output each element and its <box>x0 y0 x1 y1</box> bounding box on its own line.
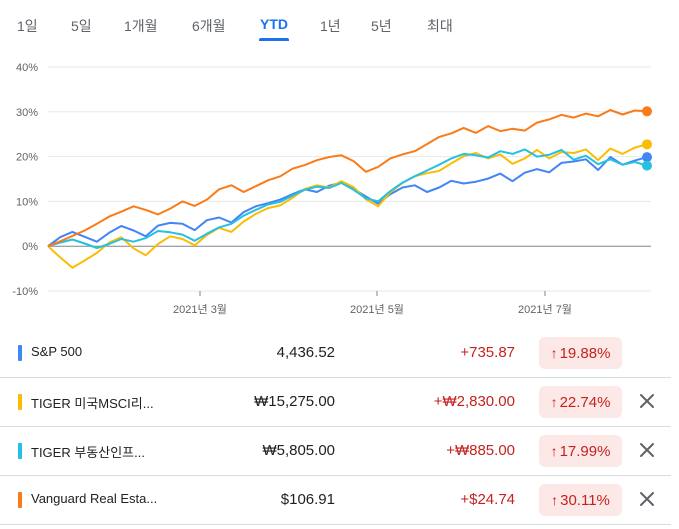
percent-change-badge: ↑ 22.74% <box>539 386 622 418</box>
percent-change-value: 22.74% <box>559 393 611 411</box>
tab-max[interactable]: 최대 <box>427 18 453 34</box>
holding-row-vanguard[interactable]: Vanguard Real Esta... $106.91 +$24.74 ↑ … <box>0 476 671 525</box>
holding-change: +₩2,830.00 <box>433 393 515 410</box>
chart-series <box>47 109 648 269</box>
x-tick-label: 2021년 3월 <box>173 303 227 316</box>
holding-row-sp500[interactable]: S&P 500 4,436.52 +735.87 ↑ 19.88% <box>0 329 671 378</box>
tab-6m[interactable]: 6개월 <box>192 18 226 34</box>
arrow-up-icon: ↑ <box>550 443 558 459</box>
series-end-marker-2 <box>642 160 652 171</box>
x-axis-labels: 2021년 3월 2021년 5월 2021년 7월 <box>173 303 572 316</box>
tab-5d[interactable]: 5일 <box>71 18 92 34</box>
series-color-swatch <box>18 492 22 508</box>
series-line-3 <box>47 109 648 248</box>
series-color-swatch <box>18 345 22 361</box>
range-tabs: 1일 5일 1개월 6개월 YTD 1년 5년 최대 <box>0 0 679 42</box>
series-end-marker-1 <box>642 139 652 150</box>
percent-change-badge: ↑ 17.99% <box>539 435 622 467</box>
holding-row-tiger-infra[interactable]: TIGER 부동산인프... ₩5,805.00 +₩885.00 ↑ 17.9… <box>0 427 671 476</box>
y-tick-label: 10% <box>16 196 38 208</box>
percent-change-badge: ↑ 30.11% <box>539 484 622 516</box>
y-tick-label: 40% <box>16 62 38 74</box>
arrow-up-icon: ↑ <box>550 345 558 361</box>
holding-change: +735.87 <box>460 344 515 361</box>
y-tick-label: 30% <box>16 107 38 119</box>
y-tick-label: 0% <box>22 241 38 253</box>
series-color-swatch <box>18 443 22 459</box>
performance-chart: 40%30%20%10%0%-10% 2021년 3월 2021년 5월 2021년… <box>12 62 652 316</box>
chart-end-markers <box>642 106 652 171</box>
series-color-swatch <box>18 394 22 410</box>
holding-price: 4,436.52 <box>276 344 335 361</box>
active-tab-indicator <box>259 38 289 41</box>
tab-ytd[interactable]: YTD <box>260 16 288 32</box>
holding-name: TIGER 미국MSCI리... <box>31 396 154 411</box>
x-tick-label: 2021년 7월 <box>518 303 572 316</box>
holding-price: ₩5,805.00 <box>262 442 335 459</box>
series-line-1 <box>47 143 648 269</box>
holding-name: TIGER 부동산인프... <box>31 445 145 460</box>
close-icon[interactable] <box>636 439 658 461</box>
percent-change-value: 19.88% <box>559 344 611 362</box>
percent-change-value: 30.11% <box>560 491 610 509</box>
chart-grid <box>48 66 651 296</box>
arrow-up-icon: ↑ <box>550 394 558 410</box>
y-tick-label: -10% <box>12 286 38 298</box>
tab-1d[interactable]: 1일 <box>17 18 38 34</box>
holding-name: S&P 500 <box>31 344 83 359</box>
series-end-marker-3 <box>642 106 652 117</box>
tab-1m[interactable]: 1개월 <box>124 18 158 34</box>
close-icon[interactable] <box>636 488 658 510</box>
percent-change-badge: ↑ 19.88% <box>539 337 622 369</box>
holding-row-tiger-msci[interactable]: TIGER 미국MSCI리... ₩15,275.00 +₩2,830.00 ↑… <box>0 378 671 427</box>
holding-price: $106.91 <box>280 491 335 508</box>
holding-price: ₩15,275.00 <box>254 393 335 410</box>
series-line-2 <box>47 148 648 249</box>
percent-change-value: 17.99% <box>559 442 611 460</box>
holding-name: Vanguard Real Esta... <box>31 491 158 506</box>
x-tick-label: 2021년 5월 <box>350 303 404 316</box>
y-tick-label: 20% <box>16 152 38 164</box>
arrow-up-icon: ↑ <box>551 492 559 508</box>
holding-change: +₩885.00 <box>446 442 515 459</box>
tab-5y[interactable]: 5년 <box>371 18 392 34</box>
tab-1y[interactable]: 1년 <box>320 18 341 34</box>
holding-change: +$24.74 <box>460 491 515 508</box>
series-end-marker-0 <box>642 152 652 163</box>
y-axis-labels: 40% 30% 20% 10% 0% -10% <box>12 62 38 298</box>
close-icon[interactable] <box>636 390 658 412</box>
